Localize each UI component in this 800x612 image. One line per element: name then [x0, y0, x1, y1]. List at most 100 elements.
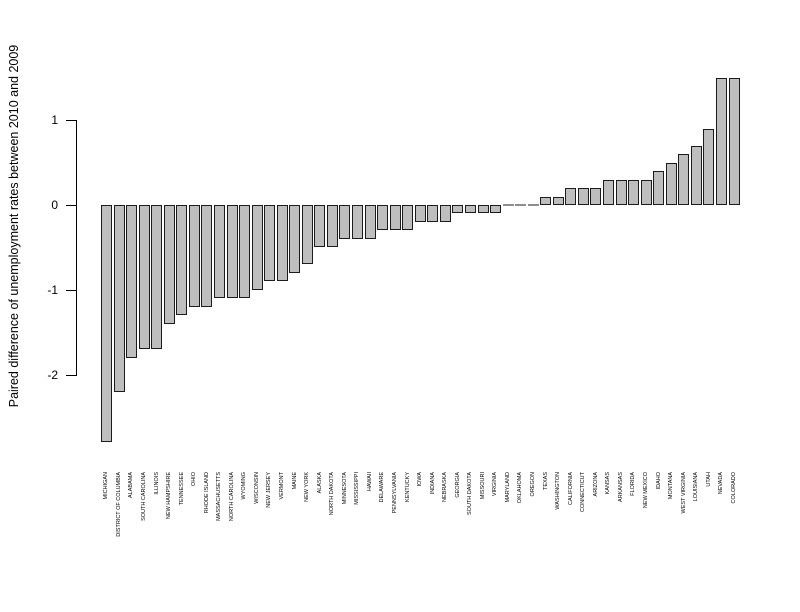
x-tick-label: NEW HAMPSHIRE: [166, 472, 173, 520]
x-tick-label: MISSISSIPPI: [354, 472, 361, 505]
x-tick-label: WISCONSIN: [253, 472, 260, 504]
x-tick-label: NEW YORK: [304, 472, 311, 502]
x-tick-label: MASSACHUSETTS: [216, 472, 223, 521]
x-tick-label: UTAH: [705, 472, 712, 487]
bar-utah: [703, 128, 715, 205]
y-axis-tick: [66, 120, 76, 122]
bar-new-jersey: [264, 205, 276, 282]
bar-arizona: [590, 188, 602, 205]
y-axis-line: [76, 120, 78, 376]
bar-illinois: [151, 205, 163, 350]
bar-new-hampshire: [163, 205, 175, 324]
x-tick-label: MARYLAND: [504, 472, 511, 503]
x-tick-label: GEORGIA: [454, 472, 461, 498]
bar-louisiana: [690, 145, 702, 205]
x-tick-label: COLORADO: [730, 472, 737, 504]
bar-wisconsin: [251, 205, 263, 290]
bar-tennessee: [176, 205, 188, 316]
bar-massachusetts: [213, 205, 225, 299]
x-tick-label: CALIFORNIA: [567, 472, 574, 506]
x-tick-label: RHODE ISLAND: [203, 472, 210, 514]
bar-washington: [552, 196, 564, 205]
bar-nebraska: [439, 205, 451, 222]
bar-maine: [289, 205, 301, 273]
bar-california: [565, 188, 577, 205]
bar-montana: [665, 162, 677, 205]
bar-kentucky: [402, 205, 414, 231]
bar-pennsylvania: [389, 205, 401, 231]
x-tick-label: NEVADA: [718, 472, 725, 495]
bar-florida: [628, 179, 640, 205]
bar-vermont: [276, 205, 288, 282]
x-tick-label: MINNESOTA: [341, 472, 348, 505]
bar-new-york: [301, 205, 313, 265]
x-tick-label: PENNSYLVANIA: [391, 472, 398, 514]
x-tick-label: KENTUCKY: [404, 472, 411, 502]
x-tick-label: CONNECTICUT: [580, 472, 587, 513]
x-tick-label: FLORIDA: [630, 472, 637, 496]
bar-north-carolina: [226, 205, 238, 299]
bar-rhode-island: [201, 205, 213, 307]
x-tick-label: OHIO: [191, 472, 198, 487]
y-axis-tick-label: -2: [47, 367, 58, 382]
x-tick-label: SOUTH CAROLINA: [140, 472, 147, 521]
x-tick-label: WEST VIRGINIA: [680, 472, 687, 514]
x-tick-label: ARKANSAS: [617, 472, 624, 502]
bar-kansas: [603, 179, 614, 205]
x-tick-label: HAWAII: [366, 472, 373, 492]
x-tick-label: LOUISIANA: [693, 472, 700, 502]
bar-alabama: [126, 205, 138, 358]
bar-indiana: [427, 205, 439, 222]
x-tick-label: TEXAS: [542, 472, 549, 491]
y-axis-tick: [66, 289, 76, 291]
bar-alaska: [314, 205, 326, 248]
bar-idaho: [653, 171, 665, 205]
x-tick-label: WYOMING: [241, 472, 248, 500]
x-tick-label: TENNESSEE: [178, 472, 185, 506]
bar-maryland: [502, 204, 514, 206]
x-tick-label: IOWA: [417, 472, 424, 487]
y-axis-tick: [66, 205, 76, 206]
bar-connecticut: [577, 188, 589, 205]
bar-hawaii: [364, 205, 376, 239]
y-axis-tick-label: -1: [47, 282, 58, 297]
bar-wyoming: [239, 205, 251, 299]
x-tick-label: MISSOURI: [479, 472, 486, 500]
y-axis-tick-label: 1: [51, 113, 58, 128]
bar-north-dakota: [326, 205, 338, 248]
x-tick-label: SOUTH DAKOTA: [467, 472, 474, 515]
bar-colorado: [728, 77, 740, 205]
x-tick-label: MONTANA: [668, 472, 675, 500]
bar-south-carolina: [138, 205, 150, 350]
bar-oregon: [527, 204, 539, 206]
x-tick-label: ALABAMA: [128, 472, 135, 498]
x-tick-label: VERMONT: [279, 472, 285, 500]
x-tick-label: OKLAHOMA: [517, 472, 524, 504]
x-tick-label: ARIZONA: [592, 472, 599, 497]
x-tick-label: IDAHO: [655, 472, 662, 490]
bar-virginia: [490, 205, 502, 214]
x-tick-label: DELAWARE: [379, 472, 386, 503]
bar-arkansas: [615, 179, 627, 205]
x-tick-label: NEBRASKA: [442, 472, 449, 502]
x-tick-label: NORTH CAROLINA: [228, 472, 235, 522]
x-tick-label: VIRGINIA: [492, 472, 499, 497]
x-tick-label: MAINE: [291, 472, 298, 490]
x-tick-label: OREGON: [530, 472, 536, 497]
bar-west-virginia: [678, 154, 690, 205]
x-tick-label: NORTH DAKOTA: [329, 472, 336, 516]
bar-minnesota: [339, 205, 351, 239]
bar-district-of-columbia: [113, 205, 125, 392]
bar-ohio: [188, 205, 200, 307]
bar-missouri: [477, 205, 489, 214]
y-axis-tick-label: 0: [51, 198, 58, 212]
x-tick-label: INDIANA: [429, 472, 436, 495]
y-axis-tick: [66, 374, 76, 376]
bar-georgia: [452, 205, 464, 214]
bar-delaware: [377, 205, 389, 231]
bar-south-dakota: [464, 205, 476, 214]
bar-new-mexico: [640, 179, 652, 205]
x-tick-label: NEW MEXICO: [642, 472, 649, 509]
